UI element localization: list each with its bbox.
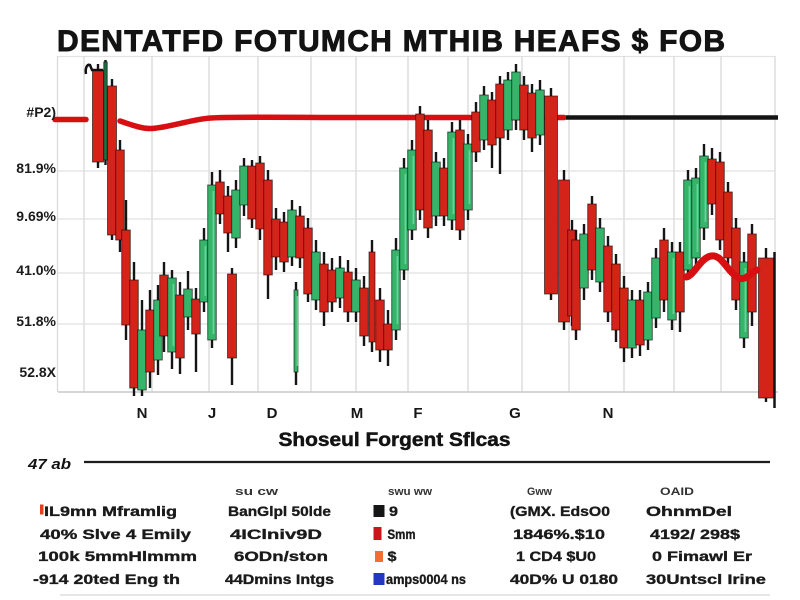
svg-text:-914 20ted Eng th: -914 20ted Eng th (33, 571, 180, 587)
svg-text:6ODn/ston: 6ODn/ston (234, 548, 328, 564)
svg-text:1 CD4 $U0: 1 CD4 $U0 (516, 548, 596, 564)
svg-text:52.8X: 52.8X (19, 364, 56, 380)
svg-text:30Untscl Irine: 30Untscl Irine (646, 571, 766, 587)
svg-text:OAID: OAID (660, 486, 694, 498)
svg-text:M: M (351, 405, 364, 422)
svg-text:G: G (509, 405, 521, 422)
svg-text:Smm: Smm (388, 526, 416, 542)
svg-text:81.9%: 81.9% (16, 160, 56, 176)
svg-text:Gww: Gww (527, 486, 552, 498)
svg-text:(GMX. EdsO0: (GMX. EdsO0 (510, 503, 610, 519)
svg-text:44Dmins Intgs: 44Dmins Intgs (225, 571, 334, 587)
svg-text:DENTATFD FOTUMCH MTHIB HEAFS $: DENTATFD FOTUMCH MTHIB HEAFS $ FOB (57, 25, 725, 58)
svg-text:1846%.$10: 1846%.$10 (513, 526, 605, 542)
svg-text:F: F (413, 405, 422, 422)
svg-text:J: J (208, 405, 216, 422)
svg-text:51.8%: 51.8% (16, 313, 56, 329)
svg-text:N: N (603, 405, 614, 422)
svg-text:su cw: su cw (235, 486, 279, 498)
svg-text:#P2): #P2) (26, 104, 56, 120)
svg-text:9.69%: 9.69% (16, 208, 56, 224)
svg-text:swu ww: swu ww (388, 486, 432, 498)
svg-text:OhnmDel: OhnmDel (646, 503, 732, 519)
svg-text:4IClniv9D: 4IClniv9D (230, 526, 322, 542)
svg-text:40% Slve 4 Emily: 40% Slve 4 Emily (40, 526, 191, 542)
svg-text:IL9mn Mframlig: IL9mn Mframlig (44, 503, 177, 519)
svg-text:4192/ 298$: 4192/ 298$ (650, 526, 740, 542)
svg-text:N: N (137, 405, 148, 422)
svg-text:BanGlpl 50lde: BanGlpl 50lde (228, 503, 331, 519)
svg-text:40D% U 0180: 40D% U 0180 (510, 571, 618, 587)
svg-text:Shoseul Forgent Sflcas: Shoseul Forgent Sflcas (279, 430, 511, 451)
svg-text:41.0%: 41.0% (16, 262, 56, 278)
svg-text:D: D (267, 405, 278, 422)
svg-text:100k 5mmHlmmm: 100k 5mmHlmmm (38, 548, 197, 564)
svg-text:amps0004 ns: amps0004 ns (386, 571, 466, 587)
svg-text:$: $ (388, 548, 397, 564)
svg-text:0 Fimawl Er: 0 Fimawl Er (652, 548, 753, 564)
svg-text:9: 9 (389, 503, 398, 519)
svg-text:47 ab: 47 ab (27, 456, 71, 473)
